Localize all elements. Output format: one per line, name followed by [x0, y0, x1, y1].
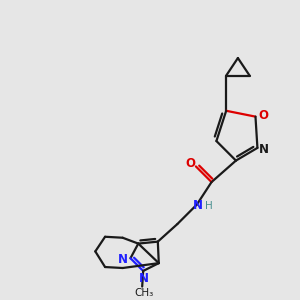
Text: N: N: [139, 272, 149, 285]
Text: O: O: [185, 157, 195, 170]
Text: N: N: [259, 143, 269, 156]
Text: H: H: [205, 200, 212, 211]
Text: N: N: [118, 253, 128, 266]
Text: O: O: [258, 109, 268, 122]
Text: N: N: [193, 199, 203, 212]
Text: CH₃: CH₃: [134, 288, 154, 298]
